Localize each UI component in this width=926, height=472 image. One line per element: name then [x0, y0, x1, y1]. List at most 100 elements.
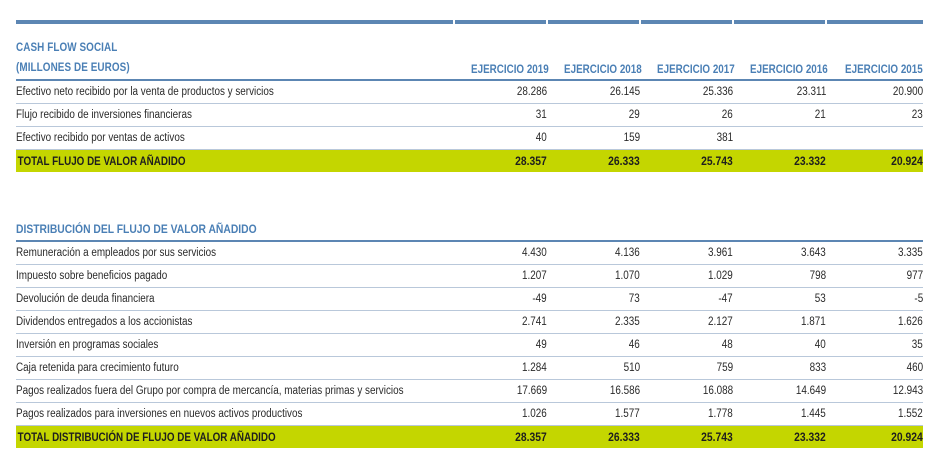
header-row: CASH FLOW SOCIAL (MILLONES DE EUROS) EJE…	[16, 24, 923, 81]
row-value: -5	[826, 287, 924, 311]
row-value: 833	[733, 356, 826, 380]
total-value: 28.357	[454, 425, 547, 448]
row-value: 40	[733, 333, 826, 357]
row-value: 53	[733, 287, 826, 311]
row-value: 3.961	[640, 241, 733, 265]
row-label: Remuneración a empleados por sus servici…	[16, 241, 454, 265]
year-header: EJERCICIO 2015	[826, 24, 923, 81]
row-value: 1.778	[640, 402, 733, 426]
row-value: 1.871	[733, 310, 826, 334]
row-label: Caja retenida para crecimiento futuro	[16, 356, 454, 380]
total-label: TOTAL DISTRIBUCIÓN DE FLUJO DE VALOR AÑA…	[16, 425, 454, 448]
distribution-table: DISTRIBUCIÓN DEL FLUJO DE VALOR AÑADIDO …	[16, 208, 924, 448]
table-row: Impuesto sobre beneficios pagado 1.207 1.0…	[16, 264, 924, 288]
row-label: Pagos realizados para inversiones en nue…	[16, 402, 454, 426]
table-title-line2: (MILLONES DE EUROS)	[16, 62, 130, 74]
row-value: -49	[454, 287, 547, 311]
row-value: 26.145	[547, 80, 640, 104]
row-value: 17.669	[454, 379, 547, 403]
row-value: 1.026	[454, 402, 547, 426]
row-value: 1.445	[733, 402, 826, 426]
total-value: 28.357	[454, 149, 547, 172]
row-value: 25.336	[640, 80, 733, 104]
total-value-added-row: TOTAL FLUJO DE VALOR AÑADIDO 28.357 26.333…	[16, 149, 923, 172]
row-label: Efectivo neto recibido por la venta de p…	[16, 80, 454, 104]
row-value: 1.029	[640, 264, 733, 288]
row-label: Flujo recibido de inversiones financiera…	[16, 103, 454, 127]
row-value: 46	[547, 333, 640, 357]
row-label: Efectivo recibido por ventas de activos	[16, 126, 454, 150]
total-value: 23.332	[733, 149, 826, 172]
row-value: 1.626	[826, 310, 924, 334]
header-top-rule	[16, 20, 923, 24]
row-value: 14.649	[733, 379, 826, 403]
row-value: 16.088	[640, 379, 733, 403]
total-label: TOTAL FLUJO DE VALOR AÑADIDO	[16, 149, 454, 172]
row-value: 73	[547, 287, 640, 311]
total-distribution-row: TOTAL DISTRIBUCIÓN DE FLUJO DE VALOR AÑA…	[16, 425, 924, 448]
row-value: 977	[826, 264, 924, 288]
row-value: -47	[640, 287, 733, 311]
row-value: 4.430	[454, 241, 547, 265]
row-value: 4.136	[547, 241, 640, 265]
row-label: Dividendos entregados a los accionistas	[16, 310, 454, 334]
table-row: Efectivo recibido por ventas de activos 4…	[16, 126, 923, 150]
total-value: 23.332	[733, 425, 826, 448]
table-title: CASH FLOW SOCIAL (MILLONES DE EUROS)	[16, 24, 454, 81]
row-value: 759	[640, 356, 733, 380]
row-value: 1.284	[454, 356, 547, 380]
row-value: 798	[733, 264, 826, 288]
row-value: 48	[640, 333, 733, 357]
row-value: 40	[454, 126, 547, 150]
table-row: Efectivo neto recibido por la venta de p…	[16, 80, 923, 104]
year-header: EJERCICIO 2017	[640, 24, 735, 81]
total-value: 25.743	[640, 425, 733, 448]
row-label: Impuesto sobre beneficios pagado	[16, 264, 454, 288]
row-value	[733, 126, 826, 150]
total-value: 26.333	[547, 425, 640, 448]
table-row: Inversión en programas sociales 49 46 48 40 3…	[16, 333, 924, 357]
row-value: 20.900	[826, 80, 923, 104]
table-row: Dividendos entregados a los accionistas 2…	[16, 310, 924, 334]
row-value: 2.127	[640, 310, 733, 334]
table-row: Flujo recibido de inversiones financiera…	[16, 103, 923, 127]
table-row: Pagos realizados para inversiones en nue…	[16, 402, 924, 426]
row-value: 12.943	[826, 379, 924, 403]
total-value: 25.743	[640, 149, 733, 172]
row-value: 1.552	[826, 402, 924, 426]
row-value: 28.286	[454, 80, 547, 104]
row-value: 31	[454, 103, 547, 127]
row-value: 23	[826, 103, 923, 127]
row-value: 460	[826, 356, 924, 380]
row-label: Devolución de deuda financiera	[16, 287, 454, 311]
total-value: 20.924	[826, 425, 924, 448]
row-value: 23.311	[733, 80, 826, 104]
table-row: Caja retenida para crecimiento futuro 1.2…	[16, 356, 924, 380]
section-title: DISTRIBUCIÓN DEL FLUJO DE VALOR AÑADIDO	[16, 208, 924, 242]
row-value	[826, 126, 923, 150]
row-value: 159	[547, 126, 640, 150]
row-value: 510	[547, 356, 640, 380]
total-value: 26.333	[547, 149, 640, 172]
row-value: 35	[826, 333, 924, 357]
row-label: Pagos realizados fuera del Grupo por com…	[16, 379, 454, 403]
table-row: Pagos realizados fuera del Grupo por com…	[16, 379, 924, 403]
row-value: 16.586	[547, 379, 640, 403]
row-value: 26	[640, 103, 733, 127]
year-header: EJERCICIO 2018	[547, 24, 642, 81]
table-row: Devolución de deuda financiera -49 73 -47 53…	[16, 287, 924, 311]
year-header: EJERCICIO 2016	[733, 24, 828, 81]
total-value: 20.924	[826, 149, 923, 172]
row-value: 2.335	[547, 310, 640, 334]
cash-flow-table: CASH FLOW SOCIAL (MILLONES DE EUROS) EJE…	[16, 20, 923, 172]
row-value: 29	[547, 103, 640, 127]
row-value: 21	[733, 103, 826, 127]
row-value: 1.577	[547, 402, 640, 426]
row-value: 1.207	[454, 264, 547, 288]
table-title-line1: CASH FLOW SOCIAL	[16, 42, 118, 54]
year-header: EJERCICIO 2019	[454, 24, 549, 81]
section-header-row: DISTRIBUCIÓN DEL FLUJO DE VALOR AÑADIDO	[16, 208, 924, 242]
row-value: 381	[640, 126, 733, 150]
row-label: Inversión en programas sociales	[16, 333, 454, 357]
